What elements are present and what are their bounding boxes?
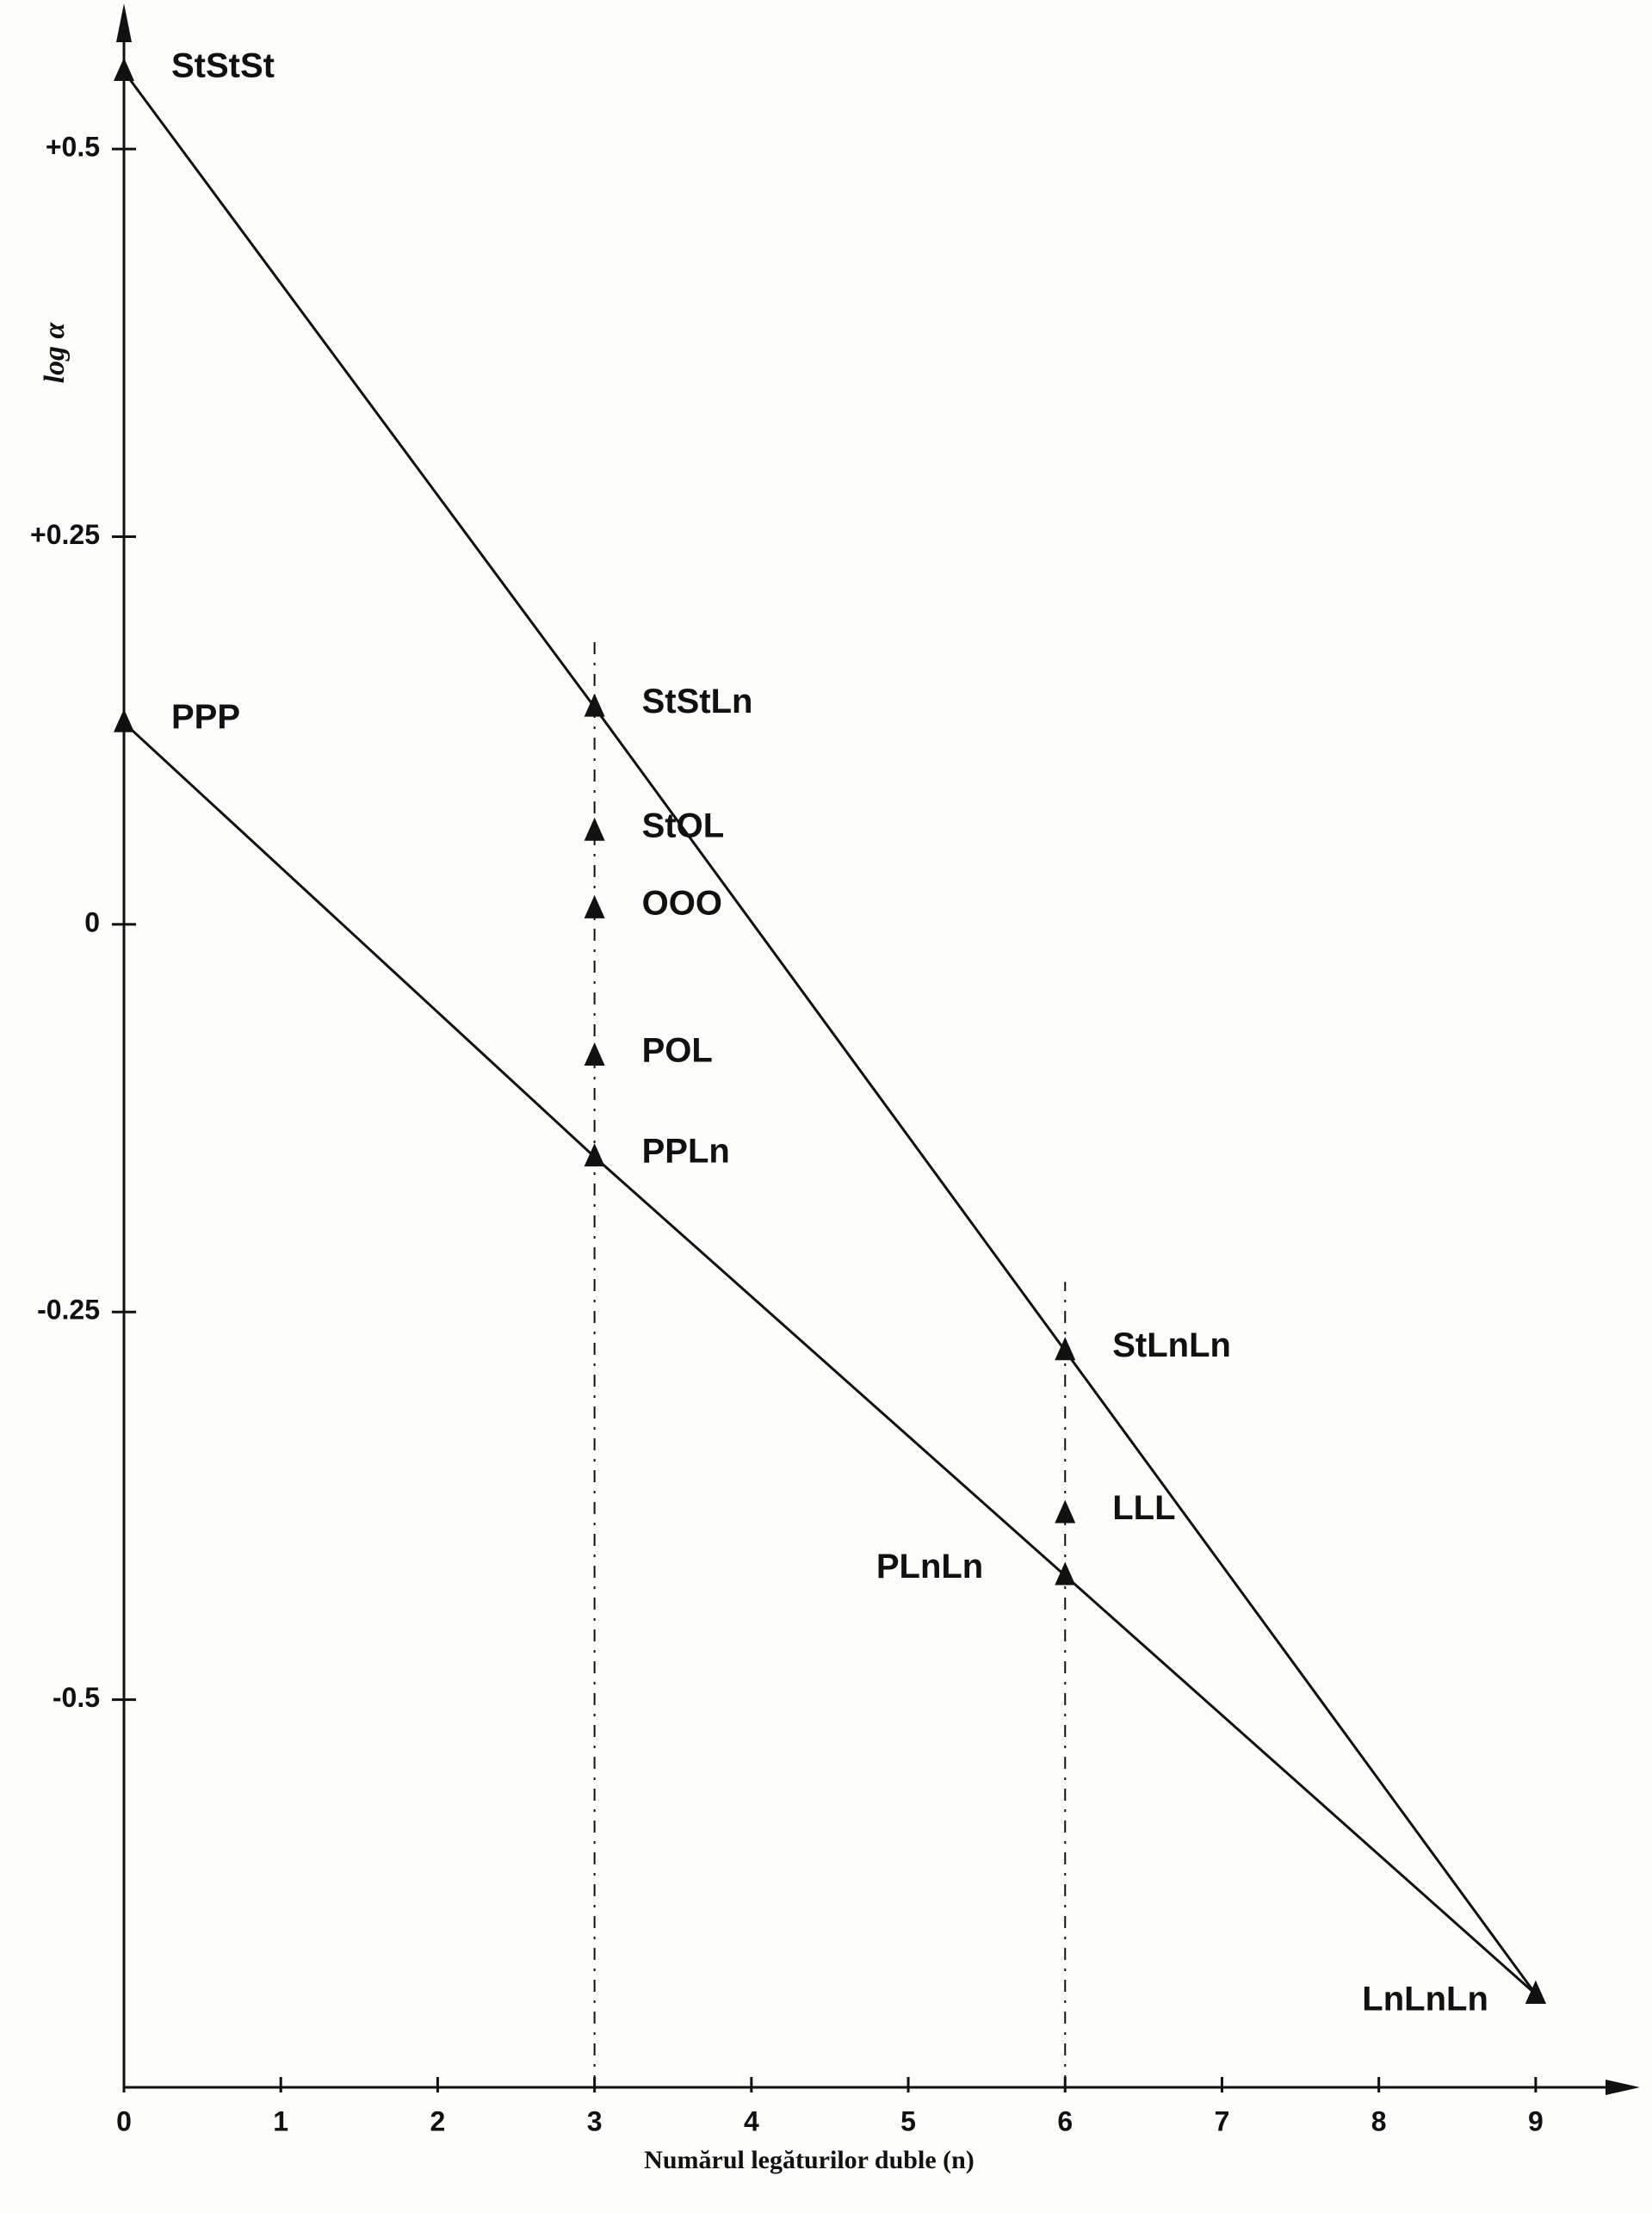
y-axis-title: log α <box>39 321 71 383</box>
x-tick-label: 6 <box>1057 2105 1073 2136</box>
point-label: LnLnLn <box>1362 1980 1488 2018</box>
point-marker <box>1055 1499 1076 1524</box>
y-tick-label: -0.25 <box>37 1295 100 1326</box>
point-label: PPP <box>171 698 240 736</box>
x-tick-label: 9 <box>1528 2105 1544 2136</box>
x-tick-label: 7 <box>1215 2105 1230 2136</box>
series-line <box>122 71 1538 1995</box>
point-label: StOL <box>642 807 725 844</box>
point-label: POL <box>642 1032 713 1070</box>
point-marker <box>584 1143 605 1167</box>
point-label: StLnLn <box>1112 1326 1231 1364</box>
point-marker <box>114 708 134 733</box>
x-tick-label: 3 <box>587 2105 603 2136</box>
x-axis-title: Numărul legăturilor duble (n) <box>644 2146 974 2174</box>
x-tick-label: 0 <box>116 2105 132 2136</box>
x-axis-arrow <box>1606 2080 1640 2095</box>
point-label: LLL <box>1112 1489 1175 1527</box>
point-marker <box>584 817 605 841</box>
point-label: StStLn <box>642 683 753 720</box>
x-tick-label: 1 <box>273 2105 288 2136</box>
x-tick-label: 8 <box>1371 2105 1387 2136</box>
y-tick-label: +0.5 <box>46 132 100 163</box>
x-tick-label: 5 <box>900 2105 916 2136</box>
point-marker <box>1055 1561 1076 1586</box>
y-tick-label: +0.25 <box>30 519 100 550</box>
x-tick-label: 4 <box>744 2105 759 2136</box>
point-marker <box>1055 1337 1076 1361</box>
point-marker <box>114 58 134 82</box>
series-line <box>122 721 1537 1996</box>
point-label: StStSt <box>171 47 275 85</box>
point-marker <box>1525 1980 1546 2004</box>
point-marker <box>584 894 605 918</box>
point-label: PLnLn <box>876 1548 983 1586</box>
y-tick-label: 0 <box>84 906 100 937</box>
point-marker <box>584 693 605 717</box>
y-tick-label: -0.5 <box>53 1682 100 1713</box>
point-label: OOO <box>642 884 722 922</box>
y-axis-arrow <box>116 3 132 42</box>
point-marker <box>584 1042 605 1066</box>
x-tick-label: 2 <box>430 2105 446 2136</box>
point-label: PPLn <box>642 1133 730 1171</box>
